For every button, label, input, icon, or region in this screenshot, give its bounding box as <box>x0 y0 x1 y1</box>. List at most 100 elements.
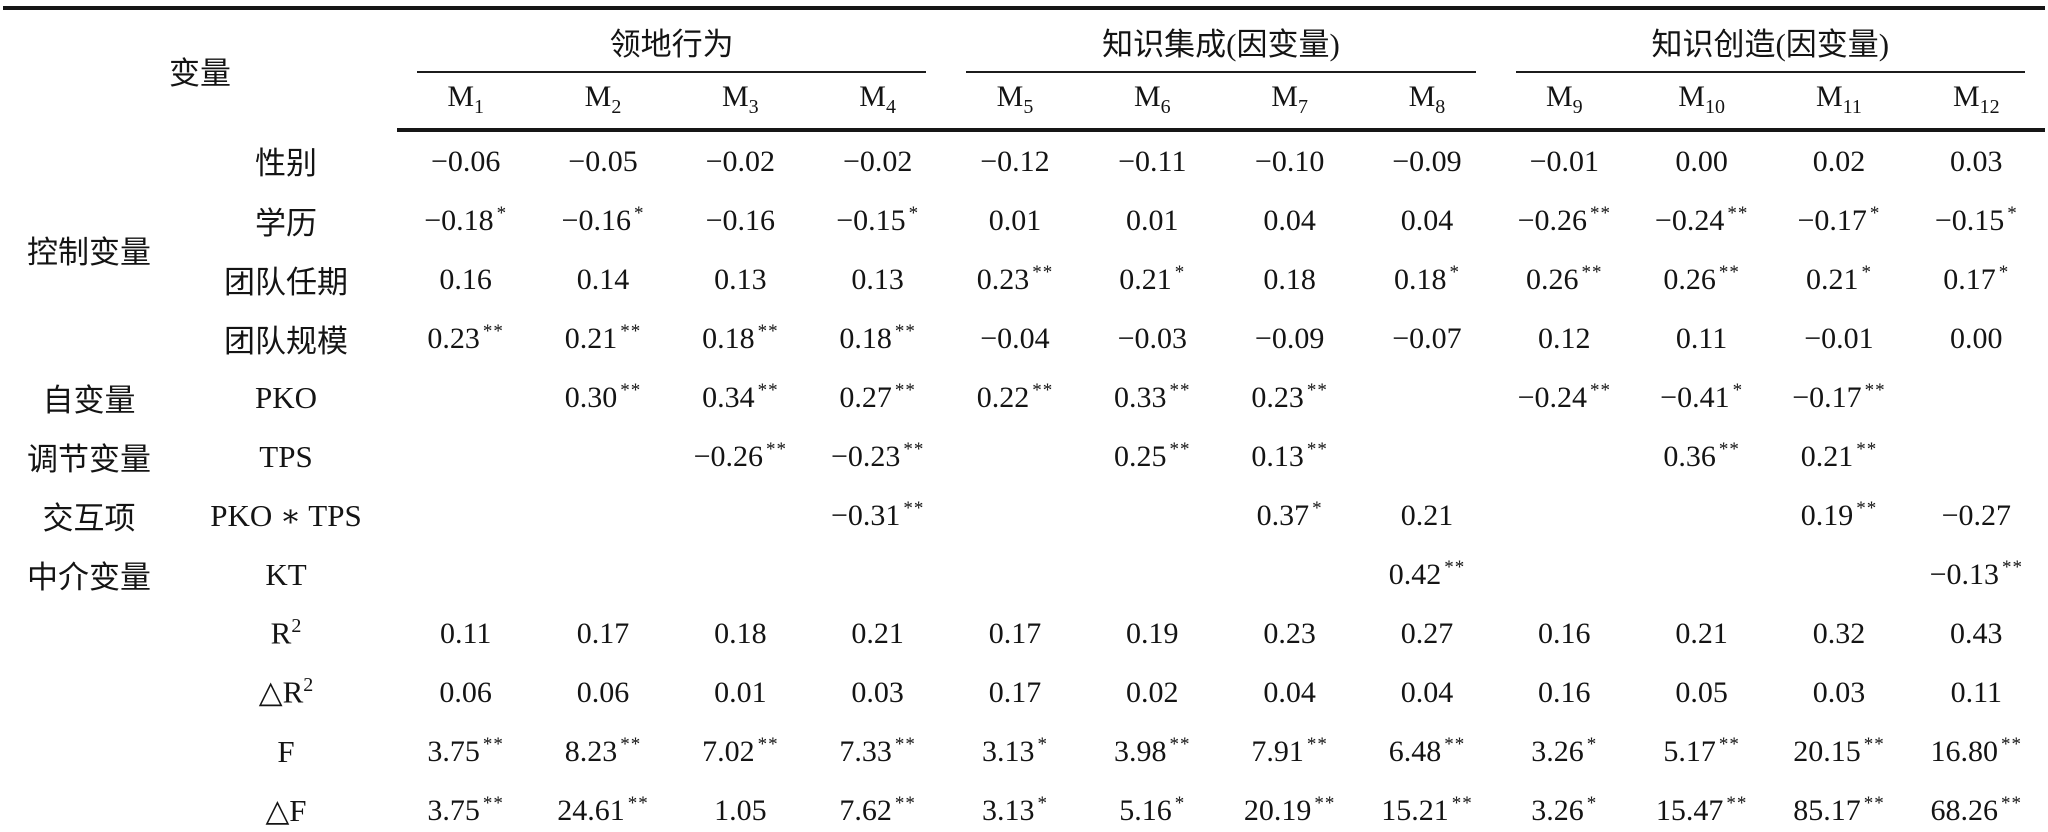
column-group-header-1: 领地行为 <box>397 8 946 73</box>
value-cell <box>397 486 534 545</box>
value-cell: 20.15 ** <box>1793 734 1885 768</box>
table-row: F 3.75 ** 8.23 ** 7.02 ** 7.33 ** 3.13 * 3.98 ** 7.91… <box>3 722 2045 781</box>
variable-name-cell: 团队任期 <box>224 265 348 300</box>
value-cell: 0.01 <box>988 203 1042 237</box>
row-group-label: 交互项 <box>42 501 136 536</box>
value-cell: 0.26 ** <box>1526 262 1603 296</box>
value-cell: −0.31 ** <box>830 498 925 532</box>
value-cell <box>1770 545 1907 604</box>
column-group-label: 知识创造(因变量) <box>1515 10 2025 73</box>
value-cell: −0.17 * <box>1797 203 1881 237</box>
value-cell: 0.23 ** <box>427 321 504 355</box>
regression-table-wrapper: 变量 领地行为 知识集成(因变量) 知识创造(因变量) M1 M2 M3 M4 M5 M6 M7… <box>3 6 2045 832</box>
value-cell: −0.23 ** <box>830 439 925 473</box>
value-cell: 68.26 ** <box>1930 793 2023 827</box>
value-cell: 0.03 <box>1812 675 1866 709</box>
value-cell: 8.23 ** <box>564 734 642 768</box>
value-cell: −0.09 <box>1392 144 1462 178</box>
table-row: 调节变量 TPS −0.26 ** −0.23 ** 0.25 ** 0.13 ** 0.36 ** 0… <box>3 427 2045 486</box>
variable-name-cell: 学历 <box>255 206 317 241</box>
value-cell: 0.21 ** <box>1800 439 1878 473</box>
value-cell: 0.27 <box>1400 616 1454 650</box>
variable-name-cell: F <box>277 733 295 769</box>
model-header-m8: M8 <box>1358 73 1496 132</box>
value-cell: 0.26 ** <box>1663 262 1740 296</box>
value-cell: −0.03 <box>1117 321 1188 355</box>
value-cell <box>397 368 534 427</box>
value-cell <box>809 545 946 604</box>
value-cell: 0.21 <box>851 616 904 650</box>
variable-name-cell: KT <box>265 556 307 592</box>
value-cell <box>672 545 809 604</box>
value-cell: −0.15 * <box>1934 203 2018 237</box>
model-header-m4: M4 <box>808 73 947 132</box>
regression-table: 变量 领地行为 知识集成(因变量) 知识创造(因变量) M1 M2 M3 M4 M5 M6 M7… <box>3 6 2045 832</box>
value-cell: 0.16 <box>439 262 492 296</box>
value-cell: −0.09 <box>1254 321 1325 355</box>
value-cell: −0.27 <box>1941 498 2012 532</box>
value-cell: 0.16 <box>1538 616 1591 650</box>
value-cell: −0.06 <box>430 144 501 178</box>
model-header-m10: M10 <box>1632 73 1771 132</box>
value-cell: 0.04 <box>1400 675 1454 709</box>
value-cell <box>534 545 671 604</box>
value-cell <box>397 427 534 486</box>
table-row: 中介变量 KT 0.42 ** −0.13 ** <box>3 545 2045 604</box>
value-cell: 0.13 <box>851 262 904 296</box>
value-cell: −0.11 <box>1118 144 1187 178</box>
value-cell: 0.13 ** <box>1251 439 1328 473</box>
value-cell <box>1084 486 1221 545</box>
value-cell: 3.13 * <box>981 793 1048 827</box>
model-header-row: M1 M2 M3 M4 M5 M6 M7 M8 M9 M10 M11 M12 <box>3 73 2045 132</box>
variable-name-cell: R2 <box>270 615 302 651</box>
value-cell <box>946 486 1083 545</box>
value-cell: −0.01 <box>1804 321 1874 355</box>
value-cell: 0.37 * <box>1256 498 1323 532</box>
value-cell: 3.13 * <box>981 734 1048 768</box>
value-cell: 0.17 * <box>1943 262 2010 296</box>
model-header-m3: M3 <box>671 73 809 132</box>
model-header-m2: M2 <box>534 73 672 132</box>
value-cell: 0.12 <box>1538 321 1591 355</box>
value-cell: −0.07 <box>1392 321 1462 355</box>
value-cell: −0.24 ** <box>1654 203 1749 237</box>
value-cell: 5.16 * <box>1119 793 1186 827</box>
table-row: R2 0.11 0.17 0.18 0.21 0.17 0.19 0.23 0.27 0.16 0.… <box>3 604 2045 663</box>
table-row: 交互项 PKO ∗ TPS −0.31 ** 0.37 * 0.21 0.19 ** −0.27 <box>3 486 2045 545</box>
value-cell: 1.05 <box>714 793 767 827</box>
value-cell: 0.21 ** <box>564 321 642 355</box>
value-cell <box>1084 545 1221 604</box>
group-header-row: 变量 领地行为 知识集成(因变量) 知识创造(因变量) <box>3 8 2045 91</box>
value-cell: 0.06 <box>439 675 492 709</box>
value-cell: −0.13 ** <box>1929 557 2024 591</box>
row-group-label: 自变量 <box>42 383 136 418</box>
value-cell: −0.02 <box>842 144 913 178</box>
value-cell: 0.21 * <box>1805 262 1872 296</box>
value-cell: 0.17 <box>988 616 1042 650</box>
value-cell: −0.24 ** <box>1517 380 1611 414</box>
value-cell <box>534 486 671 545</box>
value-cell: 3.26 * <box>1531 734 1598 768</box>
value-cell: 24.61 ** <box>557 793 649 827</box>
value-cell: 0.22 ** <box>976 380 1054 414</box>
value-cell: 0.17 <box>988 675 1042 709</box>
value-cell <box>672 486 809 545</box>
column-group-header-3: 知识创造(因变量) <box>1496 8 2045 73</box>
value-cell: −0.15 * <box>836 203 920 237</box>
value-cell: 7.91 ** <box>1251 734 1328 768</box>
value-cell: −0.05 <box>568 144 638 178</box>
value-cell: 6.48 ** <box>1388 734 1466 768</box>
value-cell: 0.11 <box>1675 321 1728 355</box>
value-cell <box>1908 427 2045 486</box>
value-cell: 3.26 * <box>1531 793 1598 827</box>
table-header: 变量 领地行为 知识集成(因变量) 知识创造(因变量) M1 M2 M3 M4 M5 M6 M7… <box>3 8 2045 132</box>
value-cell: 0.30 ** <box>564 380 642 414</box>
value-cell <box>946 427 1083 486</box>
value-cell: 0.27 ** <box>839 380 916 414</box>
value-cell: 0.23 ** <box>976 262 1054 296</box>
value-cell <box>534 427 671 486</box>
value-cell: 0.18 <box>1263 262 1316 296</box>
value-cell: −0.26 ** <box>693 439 788 473</box>
value-cell: 0.19 ** <box>1800 498 1878 532</box>
variable-name-cell: 团队规模 <box>224 324 348 359</box>
